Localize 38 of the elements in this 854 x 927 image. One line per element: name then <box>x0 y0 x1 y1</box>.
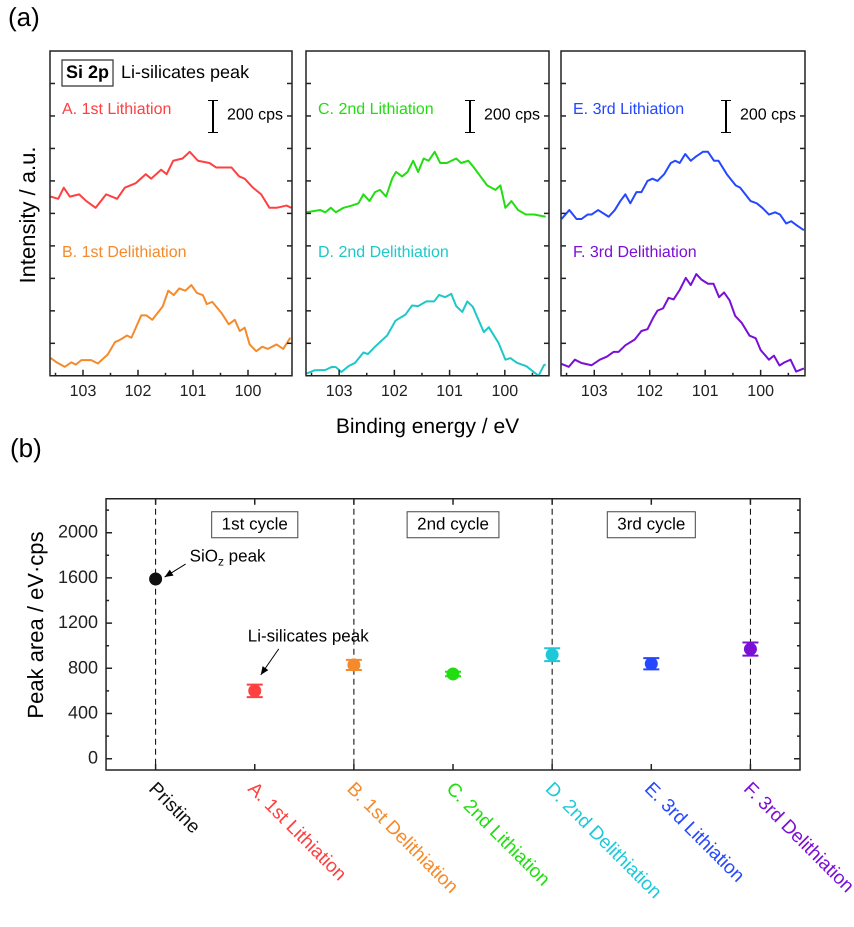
x-tick-label: 101 <box>180 382 206 400</box>
annotation: 3rd cycle <box>617 514 686 534</box>
chart-title: (b) <box>10 433 42 464</box>
x-tick-label: 100 <box>491 382 518 400</box>
text: D. 2nd Delithiation <box>318 244 449 261</box>
y-tick-label: 0 <box>88 748 98 768</box>
annotation: 2nd cycle <box>417 514 489 534</box>
x-tick-label: 100 <box>747 382 774 400</box>
x-tick-label: 102 <box>381 382 408 400</box>
x-tick-label: 103 <box>70 382 96 400</box>
text: Li-silicates peak <box>121 62 250 82</box>
x-tick-label: 101 <box>692 382 719 400</box>
annotation: 1st cycle <box>222 514 288 534</box>
x-tick-label: 103 <box>580 382 608 400</box>
text: 200 cps <box>484 106 540 124</box>
x-axis-title: Binding energy / eV <box>334 415 520 439</box>
x-tick-label: 101 <box>436 382 464 400</box>
text: E. 3rd Lithiation <box>573 100 684 118</box>
y-tick-label: 2000 <box>58 522 98 542</box>
text: C. 2nd Lithiation <box>318 100 434 118</box>
text: 200 cps <box>227 106 284 124</box>
chart-title: (a) <box>8 2 40 33</box>
text: A. 1st Lithiation <box>62 100 172 118</box>
text: Si 2p <box>66 62 110 82</box>
x-tick-label: 102 <box>636 382 664 400</box>
y-tick-label: 800 <box>68 657 98 678</box>
y-tick-label: 1200 <box>58 612 98 632</box>
series-label: F. 3rd Delithiation <box>573 244 697 261</box>
series-label: B. 1st Delithiation <box>62 244 187 261</box>
y-tick-label: 1600 <box>58 566 98 587</box>
y-tick-label: 400 <box>68 702 98 722</box>
annotation: Li-silicates peak <box>248 626 370 646</box>
text: 200 cps <box>740 106 796 124</box>
x-tick-label: 103 <box>326 382 353 400</box>
x-tick-label: 100 <box>234 382 262 400</box>
y-axis-title: Peak area / eV·cps <box>23 530 49 721</box>
y-axis-title: Intensity / a.u. <box>15 145 41 285</box>
x-tick-label: 102 <box>124 382 152 400</box>
